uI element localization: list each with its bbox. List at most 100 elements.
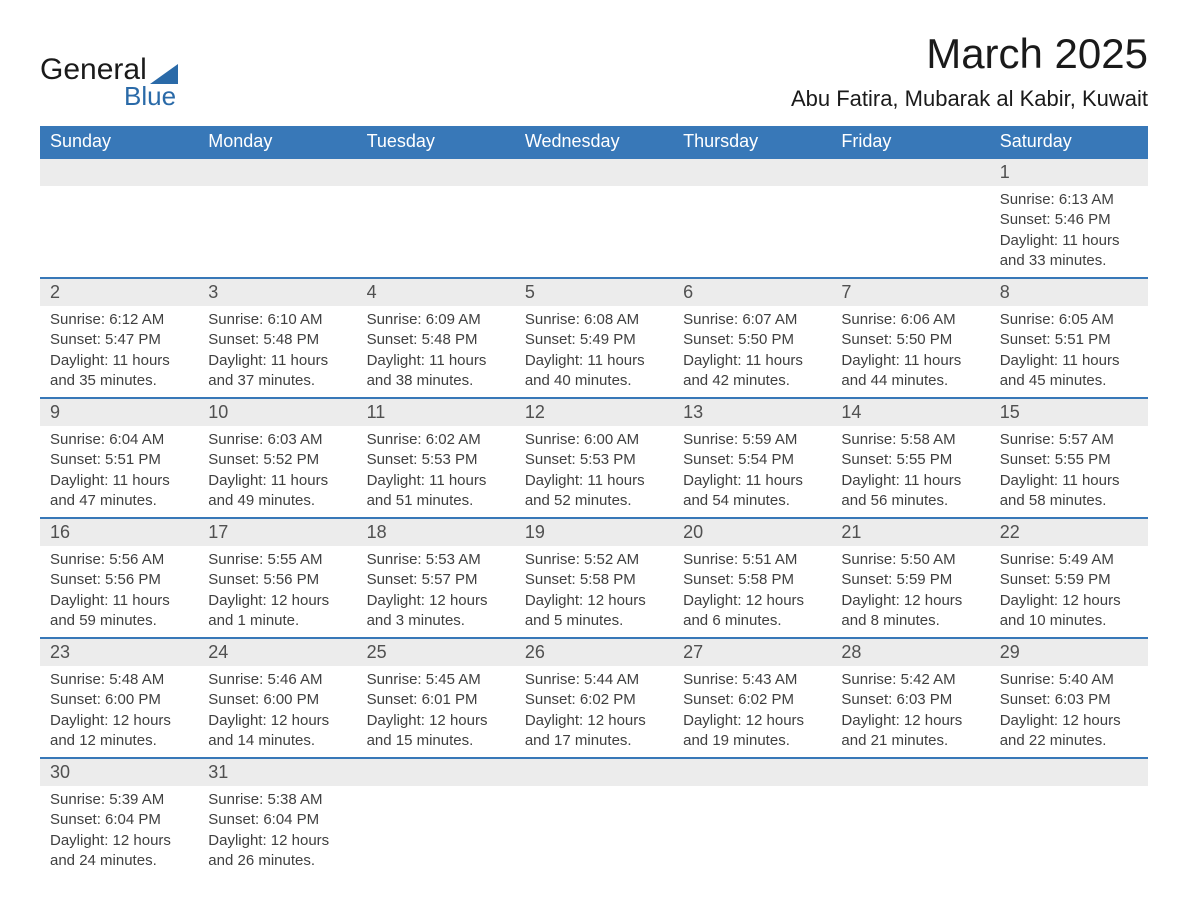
daylight-line2: and 26 minutes. bbox=[208, 851, 346, 871]
daylight-line1: Daylight: 11 hours bbox=[525, 471, 663, 491]
day-number-cell: 21 bbox=[831, 518, 989, 546]
daylight-line2: and 10 minutes. bbox=[1000, 611, 1138, 631]
day-number: 22 bbox=[1000, 522, 1138, 543]
week-number-row: 23242526272829 bbox=[40, 638, 1148, 666]
daylight-line2: and 1 minute. bbox=[208, 611, 346, 631]
col-wednesday: Wednesday bbox=[515, 126, 673, 158]
sunset-text: Sunset: 5:51 PM bbox=[1000, 330, 1138, 350]
month-title: March 2025 bbox=[791, 30, 1148, 78]
day-number-cell: 26 bbox=[515, 638, 673, 666]
sunrise-text: Sunrise: 5:43 AM bbox=[683, 670, 821, 690]
day-detail-cell bbox=[515, 186, 673, 278]
day-number-cell bbox=[515, 158, 673, 186]
sunrise-text: Sunrise: 5:38 AM bbox=[208, 790, 346, 810]
day-number: 6 bbox=[683, 282, 821, 303]
sunset-text: Sunset: 6:03 PM bbox=[841, 690, 979, 710]
sunset-text: Sunset: 5:55 PM bbox=[1000, 450, 1138, 470]
week-detail-row: Sunrise: 5:39 AMSunset: 6:04 PMDaylight:… bbox=[40, 786, 1148, 877]
day-detail-cell bbox=[673, 186, 831, 278]
day-detail-cell: Sunrise: 6:07 AMSunset: 5:50 PMDaylight:… bbox=[673, 306, 831, 398]
week-number-row: 2345678 bbox=[40, 278, 1148, 306]
day-detail-cell: Sunrise: 6:09 AMSunset: 5:48 PMDaylight:… bbox=[357, 306, 515, 398]
daylight-line1: Daylight: 11 hours bbox=[525, 351, 663, 371]
day-number-cell: 27 bbox=[673, 638, 831, 666]
sunrise-text: Sunrise: 6:13 AM bbox=[1000, 190, 1138, 210]
sunrise-text: Sunrise: 5:44 AM bbox=[525, 670, 663, 690]
day-number: 27 bbox=[683, 642, 821, 663]
day-number-cell: 31 bbox=[198, 758, 356, 786]
daylight-line2: and 45 minutes. bbox=[1000, 371, 1138, 391]
day-detail-cell: Sunrise: 5:40 AMSunset: 6:03 PMDaylight:… bbox=[990, 666, 1148, 758]
sunset-text: Sunset: 5:54 PM bbox=[683, 450, 821, 470]
daylight-line2: and 54 minutes. bbox=[683, 491, 821, 511]
week-number-row: 9101112131415 bbox=[40, 398, 1148, 426]
day-number-cell: 22 bbox=[990, 518, 1148, 546]
sunrise-text: Sunrise: 5:40 AM bbox=[1000, 670, 1138, 690]
sunrise-text: Sunrise: 6:10 AM bbox=[208, 310, 346, 330]
daylight-line1: Daylight: 11 hours bbox=[208, 471, 346, 491]
location-subtitle: Abu Fatira, Mubarak al Kabir, Kuwait bbox=[791, 86, 1148, 112]
sunrise-text: Sunrise: 5:55 AM bbox=[208, 550, 346, 570]
day-number: 14 bbox=[841, 402, 979, 423]
day-number: 13 bbox=[683, 402, 821, 423]
daylight-line2: and 44 minutes. bbox=[841, 371, 979, 391]
daylight-line2: and 37 minutes. bbox=[208, 371, 346, 391]
daylight-line2: and 47 minutes. bbox=[50, 491, 188, 511]
sunrise-text: Sunrise: 6:04 AM bbox=[50, 430, 188, 450]
week-number-row: 16171819202122 bbox=[40, 518, 1148, 546]
day-detail-cell bbox=[357, 786, 515, 877]
col-monday: Monday bbox=[198, 126, 356, 158]
daylight-line1: Daylight: 11 hours bbox=[367, 351, 505, 371]
day-detail-cell: Sunrise: 5:39 AMSunset: 6:04 PMDaylight:… bbox=[40, 786, 198, 877]
day-detail-cell bbox=[515, 786, 673, 877]
day-number-cell bbox=[357, 158, 515, 186]
daylight-line1: Daylight: 11 hours bbox=[367, 471, 505, 491]
day-number: 2 bbox=[50, 282, 188, 303]
sunset-text: Sunset: 5:50 PM bbox=[683, 330, 821, 350]
sunrise-text: Sunrise: 5:57 AM bbox=[1000, 430, 1138, 450]
day-number-cell bbox=[198, 158, 356, 186]
day-number-cell: 6 bbox=[673, 278, 831, 306]
day-detail-cell bbox=[673, 786, 831, 877]
daylight-line2: and 12 minutes. bbox=[50, 731, 188, 751]
day-number: 15 bbox=[1000, 402, 1138, 423]
day-number: 16 bbox=[50, 522, 188, 543]
day-number-cell: 9 bbox=[40, 398, 198, 426]
daylight-line2: and 58 minutes. bbox=[1000, 491, 1138, 511]
sunset-text: Sunset: 5:53 PM bbox=[367, 450, 505, 470]
daylight-line1: Daylight: 11 hours bbox=[208, 351, 346, 371]
day-detail-cell: Sunrise: 6:08 AMSunset: 5:49 PMDaylight:… bbox=[515, 306, 673, 398]
daylight-line1: Daylight: 12 hours bbox=[208, 831, 346, 851]
day-number: 11 bbox=[367, 402, 505, 423]
daylight-line2: and 17 minutes. bbox=[525, 731, 663, 751]
sunset-text: Sunset: 6:02 PM bbox=[525, 690, 663, 710]
day-number: 1 bbox=[1000, 162, 1138, 183]
day-number-cell: 23 bbox=[40, 638, 198, 666]
sunrise-text: Sunrise: 5:59 AM bbox=[683, 430, 821, 450]
sunset-text: Sunset: 6:00 PM bbox=[208, 690, 346, 710]
day-detail-cell: Sunrise: 5:49 AMSunset: 5:59 PMDaylight:… bbox=[990, 546, 1148, 638]
day-number-cell bbox=[990, 758, 1148, 786]
daylight-line1: Daylight: 12 hours bbox=[208, 711, 346, 731]
sunrise-text: Sunrise: 6:03 AM bbox=[208, 430, 346, 450]
daylight-line1: Daylight: 12 hours bbox=[683, 711, 821, 731]
day-detail-cell: Sunrise: 6:00 AMSunset: 5:53 PMDaylight:… bbox=[515, 426, 673, 518]
day-number: 28 bbox=[841, 642, 979, 663]
daylight-line1: Daylight: 11 hours bbox=[683, 471, 821, 491]
daylight-line2: and 3 minutes. bbox=[367, 611, 505, 631]
day-detail-cell bbox=[831, 786, 989, 877]
daylight-line2: and 51 minutes. bbox=[367, 491, 505, 511]
daylight-line1: Daylight: 11 hours bbox=[50, 471, 188, 491]
day-detail-cell: Sunrise: 6:06 AMSunset: 5:50 PMDaylight:… bbox=[831, 306, 989, 398]
daylight-line1: Daylight: 11 hours bbox=[1000, 231, 1138, 251]
day-number-cell: 18 bbox=[357, 518, 515, 546]
daylight-line1: Daylight: 12 hours bbox=[50, 831, 188, 851]
daylight-line2: and 52 minutes. bbox=[525, 491, 663, 511]
sunset-text: Sunset: 5:49 PM bbox=[525, 330, 663, 350]
sunset-text: Sunset: 5:48 PM bbox=[208, 330, 346, 350]
day-number: 18 bbox=[367, 522, 505, 543]
day-number: 20 bbox=[683, 522, 821, 543]
sunrise-text: Sunrise: 5:58 AM bbox=[841, 430, 979, 450]
header: General Blue March 2025 Abu Fatira, Muba… bbox=[40, 30, 1148, 112]
daylight-line1: Daylight: 12 hours bbox=[1000, 591, 1138, 611]
